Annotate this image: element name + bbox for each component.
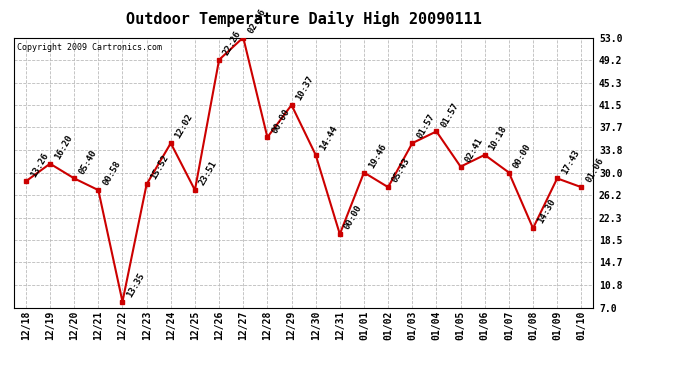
Text: 13:26: 13:26 xyxy=(29,151,50,178)
Text: 22:26: 22:26 xyxy=(222,29,243,57)
Text: Copyright 2009 Cartronics.com: Copyright 2009 Cartronics.com xyxy=(17,43,161,52)
Text: 00:00: 00:00 xyxy=(512,142,533,170)
Text: 10:18: 10:18 xyxy=(488,124,509,152)
Text: 00:58: 00:58 xyxy=(101,159,122,188)
Text: 14:30: 14:30 xyxy=(536,198,557,225)
Text: 01:57: 01:57 xyxy=(440,101,460,129)
Text: 10:37: 10:37 xyxy=(295,75,315,102)
Text: 17:43: 17:43 xyxy=(560,148,581,176)
Text: 01:57: 01:57 xyxy=(415,112,436,140)
Text: 05:43: 05:43 xyxy=(391,157,412,184)
Text: Outdoor Temperature Daily High 20090111: Outdoor Temperature Daily High 20090111 xyxy=(126,11,482,27)
Text: 00:00: 00:00 xyxy=(270,107,291,135)
Text: 12:02: 12:02 xyxy=(174,112,195,140)
Text: 14:44: 14:44 xyxy=(319,124,339,152)
Text: 19:46: 19:46 xyxy=(367,142,388,170)
Text: 16:20: 16:20 xyxy=(53,133,74,161)
Text: 05:40: 05:40 xyxy=(77,148,98,176)
Text: 13:35: 13:35 xyxy=(126,271,146,299)
Text: 02:46: 02:46 xyxy=(246,7,267,35)
Text: 01:06: 01:06 xyxy=(584,157,605,184)
Text: 23:51: 23:51 xyxy=(198,159,219,188)
Text: 00:00: 00:00 xyxy=(343,204,364,231)
Text: 02:41: 02:41 xyxy=(464,136,484,164)
Text: 15:52: 15:52 xyxy=(150,154,170,182)
